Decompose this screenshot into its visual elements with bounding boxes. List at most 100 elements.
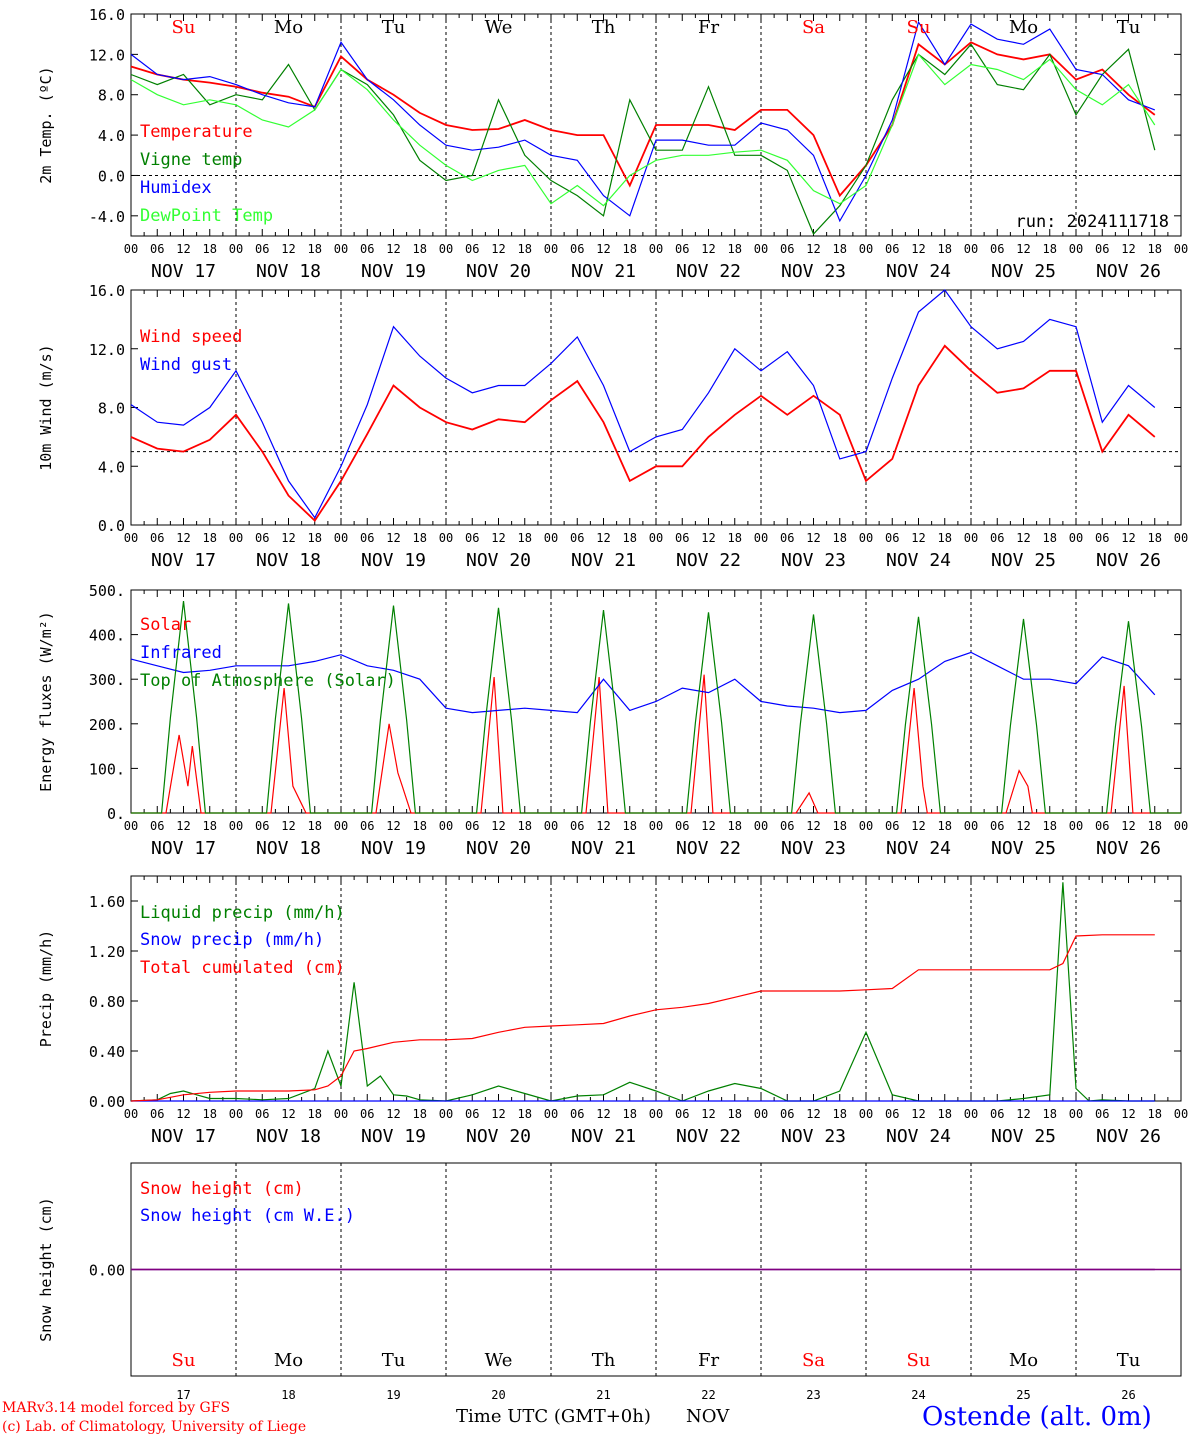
hour-tick-label: 12	[701, 242, 715, 256]
series-line-infrared	[130, 651, 1156, 714]
y-tick-label: 12.0	[89, 341, 125, 359]
y-tick-label: 500.	[89, 582, 125, 600]
hour-tick-label: 18	[728, 242, 742, 256]
date-label: NOV 23	[781, 261, 846, 282]
date-label: NOV 19	[361, 1126, 426, 1147]
hour-tick-label: 12	[1016, 1107, 1030, 1121]
legend-snow-height-cm-: Snow height (cm)	[140, 1179, 304, 1199]
hour-tick-label: 06	[885, 242, 899, 256]
date-number-label: 26	[1121, 1388, 1135, 1402]
hour-tick-label: 12	[281, 242, 295, 256]
hour-tick-label: 00	[649, 1107, 663, 1121]
hour-tick-label: 06	[255, 242, 269, 256]
y-tick-label: 1.60	[89, 893, 125, 911]
date-label: NOV 20	[466, 261, 531, 282]
hour-tick-label: 06	[1095, 242, 1109, 256]
x-axis-title: Time UTC (GMT+0h)	[456, 1406, 651, 1427]
footer-credit-1: MARv3.14 model forced by GFS	[2, 1400, 231, 1416]
date-label: NOV 20	[466, 550, 531, 571]
date-label: NOV 20	[466, 838, 531, 859]
hour-tick-label: 00	[754, 819, 768, 833]
date-label: NOV 24	[886, 1126, 951, 1147]
hour-tick-label: 06	[150, 531, 164, 545]
hour-tick-label: 06	[150, 819, 164, 833]
hour-tick-label: 06	[990, 1107, 1004, 1121]
hour-tick-label: 18	[728, 819, 742, 833]
hour-tick-label: 18	[203, 1107, 217, 1121]
legend-liquid-precip-mm-h-: Liquid precip (mm/h)	[140, 903, 345, 923]
hour-tick-label: 12	[386, 531, 400, 545]
date-label: NOV 25	[991, 550, 1056, 571]
hour-tick-label: 12	[1121, 531, 1135, 545]
hour-tick-label: 12	[911, 242, 925, 256]
date-label: NOV 26	[1096, 1126, 1161, 1147]
date-label: NOV 25	[991, 838, 1056, 859]
hour-tick-label: 06	[1095, 1107, 1109, 1121]
hour-tick-label: 12	[491, 1107, 505, 1121]
day-label: Mo	[1009, 17, 1038, 38]
hour-tick-label: 06	[465, 531, 479, 545]
y-tick-label: 0.0	[98, 517, 125, 535]
hour-tick-label: 00	[964, 819, 978, 833]
y-axis-label: Energy fluxes (W/m²)	[37, 611, 55, 792]
panel-3	[130, 589, 1182, 814]
series-line-vigne-temp	[130, 43, 1156, 236]
hour-tick-label: 00	[859, 1107, 873, 1121]
series-line-wind-gust	[130, 289, 1156, 519]
hour-tick-label: 18	[728, 1107, 742, 1121]
hour-tick-label: 06	[570, 1107, 584, 1121]
hour-tick-label: 12	[911, 1107, 925, 1121]
hour-tick-label: 12	[386, 1107, 400, 1121]
hour-tick-label: 12	[281, 1107, 295, 1121]
legend-snow-height-cm-w-e-: Snow height (cm W.E.)	[140, 1206, 355, 1226]
date-label: NOV 17	[151, 261, 216, 282]
hour-tick-label: 12	[281, 531, 295, 545]
date-label: NOV 22	[676, 550, 741, 571]
hour-tick-label: 18	[413, 242, 427, 256]
hour-tick-label: 06	[570, 819, 584, 833]
hour-tick-label: 00	[544, 531, 558, 545]
hour-tick-label: 06	[150, 1107, 164, 1121]
hour-tick-label: 18	[833, 819, 847, 833]
series-line-top-of-atmosphere-solar-	[131, 601, 1181, 814]
hour-tick-label: 12	[806, 1107, 820, 1121]
date-label: NOV 22	[676, 261, 741, 282]
hour-tick-label: 18	[1043, 531, 1057, 545]
hour-tick-label: 06	[780, 1107, 794, 1121]
y-axis-label: Precip (mm/h)	[37, 930, 55, 1047]
hour-tick-label: 12	[911, 531, 925, 545]
hour-tick-label: 00	[544, 242, 558, 256]
y-tick-label: -4.0	[89, 208, 125, 226]
hour-tick-label: 00	[1174, 242, 1188, 256]
hour-tick-label: 00	[124, 531, 138, 545]
day-label: Su	[907, 1350, 931, 1371]
y-tick-label: 300.	[89, 671, 125, 689]
y-tick-label: 0.	[107, 805, 125, 823]
hour-tick-label: 18	[728, 531, 742, 545]
hour-tick-label: 18	[623, 242, 637, 256]
hour-tick-label: 00	[124, 242, 138, 256]
hour-tick-label: 00	[124, 1107, 138, 1121]
panel-5	[130, 1162, 1182, 1377]
hour-tick-label: 12	[1121, 819, 1135, 833]
hour-tick-label: 12	[176, 1107, 190, 1121]
hour-tick-label: 12	[176, 531, 190, 545]
y-tick-label: 0.80	[89, 993, 125, 1011]
hour-tick-label: 00	[1174, 531, 1188, 545]
date-label: NOV 21	[571, 261, 636, 282]
hour-tick-label: 00	[334, 1107, 348, 1121]
date-number-label: 17	[176, 1388, 190, 1402]
date-number-label: 21	[596, 1388, 610, 1402]
date-label: NOV 21	[571, 1126, 636, 1147]
series-line-wind-speed	[130, 344, 1156, 522]
hour-tick-label: 00	[544, 1107, 558, 1121]
y-tick-label: 100.	[89, 760, 125, 778]
hour-tick-label: 06	[675, 1107, 689, 1121]
legend-vigne-temp: Vigne temp	[140, 150, 242, 170]
hour-tick-label: 00	[859, 242, 873, 256]
hour-tick-label: 06	[675, 242, 689, 256]
day-label: We	[485, 1350, 513, 1371]
date-label: NOV 17	[151, 838, 216, 859]
hour-tick-label: 06	[465, 1107, 479, 1121]
hour-tick-label: 00	[754, 1107, 768, 1121]
